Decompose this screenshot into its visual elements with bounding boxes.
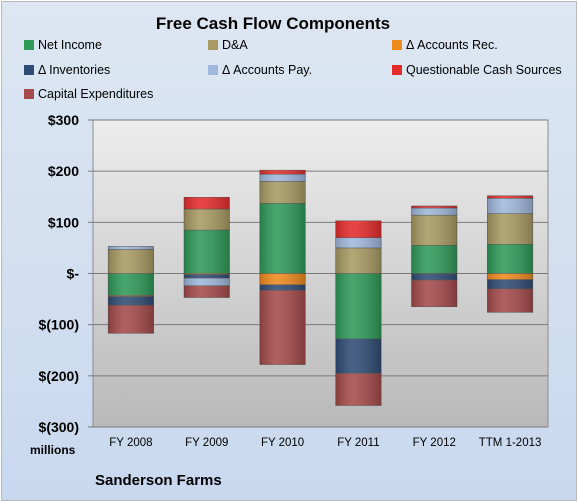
bar-shading <box>335 373 382 406</box>
legend-swatch-accounts-rec <box>392 40 402 50</box>
legend-label-accounts-pay: Δ Accounts Pay. <box>222 63 313 77</box>
bar-shading <box>487 244 533 274</box>
bar-shading <box>184 273 230 275</box>
bar-shading <box>335 237 382 248</box>
legend-label-inventories: Δ Inventories <box>38 63 111 77</box>
bar-shading <box>335 273 382 339</box>
legend-swatch-inventories <box>24 65 34 75</box>
bar-shading <box>411 208 457 216</box>
x-tick-label: FY 2011 <box>337 437 379 449</box>
y-tick-label: $300 <box>48 112 79 128</box>
units-label: millions <box>30 443 76 457</box>
bar-shading <box>411 215 457 246</box>
x-tick-label: FY 2008 <box>109 437 152 449</box>
bar-shading <box>487 213 533 245</box>
legend-swatch-d-and-a <box>208 40 218 50</box>
bar-shading <box>411 273 457 275</box>
bar-shading <box>108 295 154 297</box>
bar-shading <box>259 170 306 175</box>
y-tick-label: $200 <box>48 163 79 179</box>
bar-shading <box>108 305 154 334</box>
bar-shading <box>335 338 382 374</box>
bar-shading <box>108 249 154 274</box>
legend-swatch-capex <box>24 89 34 99</box>
bar-shading <box>487 288 533 313</box>
legend-label-net-income: Net Income <box>38 38 102 52</box>
bar-shading <box>259 203 306 274</box>
bar-shading <box>184 230 230 274</box>
y-tick-label: $- <box>67 266 80 282</box>
x-tick-label: TTM 1-2013 <box>479 437 542 449</box>
legend-label-accounts-rec: Δ Accounts Rec. <box>406 38 498 52</box>
bar-shading <box>259 181 306 204</box>
bar-shading <box>259 174 306 182</box>
bar-shading <box>184 285 230 298</box>
x-tick-label: FY 2012 <box>413 437 456 449</box>
bar-shading <box>184 274 230 279</box>
legend-swatch-accounts-pay <box>208 65 218 75</box>
bar-shading <box>184 278 230 286</box>
bar-shading <box>411 205 457 209</box>
bar-shading <box>487 195 533 199</box>
bar-shading <box>108 273 154 296</box>
bar-shading <box>487 273 533 280</box>
chart-title: Free Cash Flow Components <box>155 14 391 33</box>
y-tick-label: $(300) <box>39 419 79 435</box>
y-tick-label: $(200) <box>39 368 79 384</box>
bar-shading <box>259 284 306 291</box>
bar-shading <box>335 247 382 274</box>
bar-shading <box>411 274 457 281</box>
y-tick-label: $100 <box>48 214 79 230</box>
legend-swatch-questionable-cash <box>392 65 402 75</box>
y-tick-label: $(100) <box>39 317 79 333</box>
x-tick-label: FY 2010 <box>261 437 304 449</box>
bar-shading <box>411 245 457 274</box>
bar-shading <box>108 296 154 306</box>
bar-shading <box>259 290 306 365</box>
x-tick-label: FY 2009 <box>185 437 228 449</box>
bar-shading <box>184 209 230 231</box>
legend-label-d-and-a: D&A <box>222 38 248 52</box>
legend-label-questionable-cash: Questionable Cash Sources <box>406 63 562 77</box>
bar-shading <box>487 279 533 289</box>
bar-shading <box>259 273 306 285</box>
bar-shading <box>411 280 457 307</box>
legend-swatch-net-income <box>24 40 34 50</box>
bar-shading <box>108 246 154 250</box>
bar-shading <box>487 198 533 214</box>
legend-label-capex: Capital Expenditures <box>38 87 154 101</box>
bar-shading <box>335 220 382 238</box>
bar-shading <box>184 197 230 210</box>
company-name: Sanderson Farms <box>95 472 222 489</box>
